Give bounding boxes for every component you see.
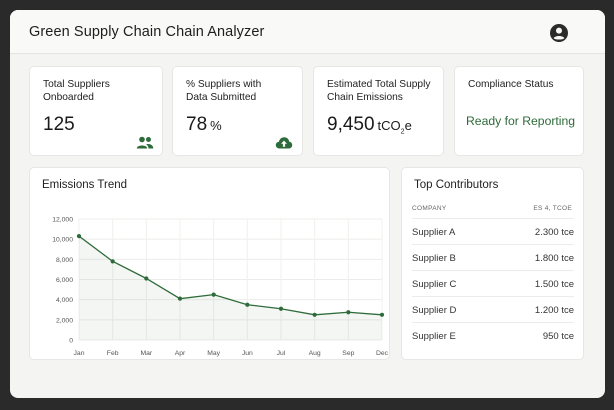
kpi-card-data-submitted: % Suppliers with Data Submitted 78% [172,66,303,156]
x-tick-label: Jan [74,350,85,357]
supplier-emissions: 1.800 tce [534,253,574,264]
data-point [379,312,385,317]
supplier-name: Supplier C [412,279,457,290]
kpi-value: 9,450 tCO2e [327,114,412,136]
table-row[interactable]: Supplier A 2.300 tce [412,218,574,244]
column-header-emissions: ES 4, TCOE [533,205,572,212]
kpi-card-total-suppliers: Total Suppliers Onboarded 125 [29,66,163,156]
data-point [110,259,115,264]
x-tick-label: May [207,350,220,357]
user-circle-icon[interactable] [549,23,569,43]
supplier-name: Supplier D [412,305,457,316]
data-point [278,306,284,311]
top-contributors-card: Top Contributors COMPANY ES 4, TCOE Supp… [401,167,584,360]
compliance-value: Ready for Reporting [466,114,576,128]
y-tick-label: 8,000 [56,257,73,264]
app-window: Green Supply Chain Chain Analyzer Total … [10,10,605,398]
x-tick-label: Jun [242,350,253,357]
top-contributors-title: Top Contributors [414,179,499,191]
column-header-company: COMPANY [412,205,447,212]
x-tick-label: Mar [140,350,152,357]
series-line [78,235,383,316]
kpi-card-total-emissions: Estimated Total Supply Chain Emissions 9,… [313,66,444,156]
y-tick-label: 4,000 [56,297,73,304]
supplier-emissions: 1.500 tce [534,279,574,290]
kpi-label: Total Suppliers Onboarded [43,79,110,103]
x-tick-label: Feb [107,350,119,357]
table-row[interactable]: Supplier E 950 tce [412,322,574,348]
supplier-name: Supplier B [412,253,456,264]
table-row[interactable]: Supplier B 1.800 tce [412,244,574,270]
supplier-emissions: 1.200 tce [534,305,574,316]
data-point [245,302,250,307]
app-header: Green Supply Chain Chain Analyzer [10,10,605,54]
kpi-value: 125 [43,114,75,135]
y-tick-label: 12,000 [52,217,73,224]
kpi-value: 78% [186,114,222,135]
x-tick-label: Sep [342,350,354,357]
x-tick-label: Apr [175,350,186,357]
x-tick-label: Jul [277,350,286,357]
supplier-name: Supplier E [412,331,456,342]
cloud-upload-icon [275,137,293,149]
series-area [79,236,382,340]
data-point [211,292,216,297]
y-tick-label: 10,000 [52,237,73,244]
app-title: Green Supply Chain Chain Analyzer [29,24,265,40]
supplier-emissions: 2.300 tce [534,227,574,238]
x-tick-label: Aug [309,350,321,357]
y-tick-label: 6,000 [56,277,73,284]
y-tick-label: 2,000 [56,317,73,324]
data-point [177,296,183,301]
users-icon [136,136,154,149]
kpi-label: % Suppliers with Data Submitted [186,79,262,103]
table-row[interactable]: Supplier D 1.200 tce [412,296,574,322]
chart-title: Emissions Trend [42,179,128,191]
table-row[interactable]: Supplier C 1.500 tce [412,270,574,296]
y-tick-label: 0 [69,338,73,345]
data-point [144,276,149,281]
emissions-trend-chart: 0 2,000 4,000 6,000 8,000 10,000 12,000 Jan Feb M… [52,217,389,358]
emissions-trend-card: Emissions Trend 0 2,000 4,000 6,000 8,000 10,… [29,167,390,360]
data-point [76,234,82,239]
supplier-emissions: 950 tce [542,331,574,342]
compliance-label: Compliance Status [468,79,554,90]
data-point [346,310,351,315]
data-point [312,312,317,317]
kpi-label: Estimated Total Supply Chain Emissions [327,79,431,103]
supplier-name: Supplier A [412,227,456,238]
compliance-status-card: Compliance Status Ready for Reporting [454,66,584,156]
x-tick-label: Dec [376,350,389,357]
